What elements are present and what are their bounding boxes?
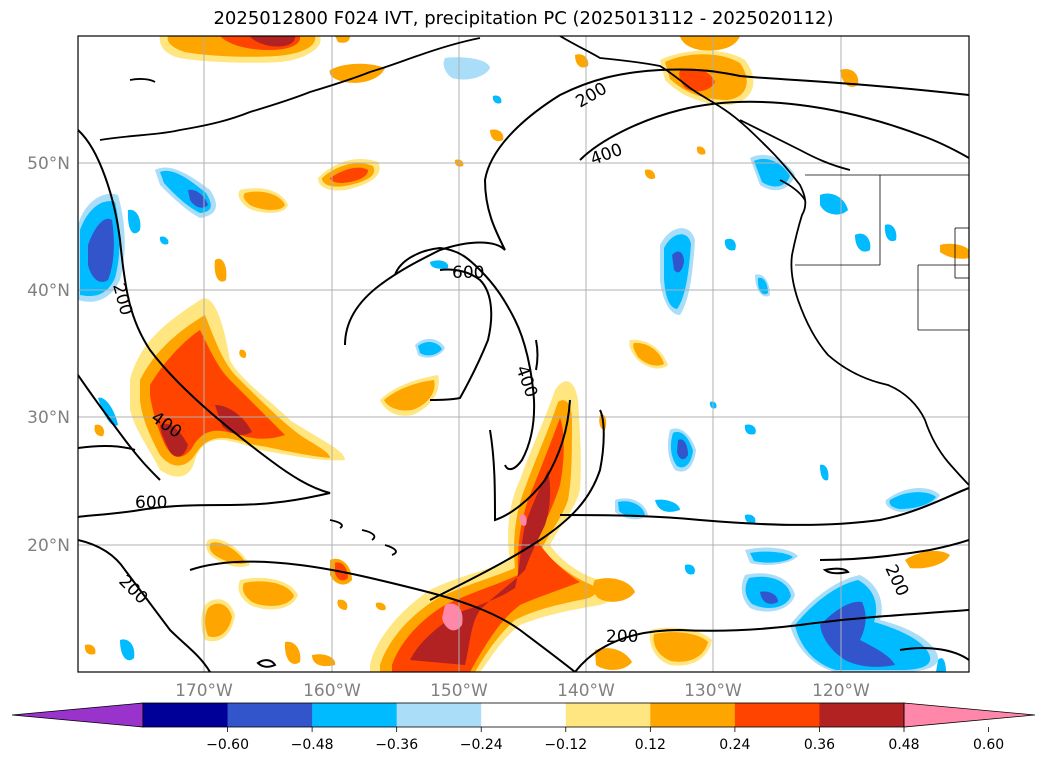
longitude-label: 120°W [812,681,870,701]
coastlines [99,36,969,556]
graticule [78,36,969,672]
colorbar-tick-label: −0.48 [291,737,334,753]
political-borders [795,174,969,331]
contour-label: 600 [452,263,484,283]
colorbar-segment [650,703,736,727]
longitude-label: 170°W [175,681,233,701]
longitude-label: 160°W [303,681,361,701]
latitude-label: 40°N [27,281,70,301]
map-frame [77,35,970,673]
map-title: 2025012800 F024 IVT, precipitation PC (2… [213,8,834,29]
colorbar-tick-label: −0.12 [544,737,587,753]
colorbar-tick-label: 0.36 [804,737,835,753]
latitude-label: 50°N [27,154,70,174]
colorbar-extend-min [11,702,144,728]
colorbar-segment [819,703,905,727]
colorbar-tick-label: −0.60 [206,737,249,753]
longitude-label: 150°W [430,681,488,701]
colorbar-segment [734,703,820,727]
colorbar-tick-label: −0.36 [375,737,418,753]
contour-label: 200 [606,627,638,647]
colorbar-segment [227,703,313,727]
colorbar-tick-label: 0.24 [719,737,750,753]
colorbar-segment [481,703,567,727]
latitude-label: 20°N [27,536,70,556]
colorbar-tick-label: 0.60 [973,737,1004,753]
colorbar-segment [396,703,482,727]
colorbar-tick-label: −0.24 [460,737,503,753]
latitude-label: 30°N [27,408,70,428]
longitude-label: 130°W [684,681,742,701]
longitude-label: 140°W [557,681,615,701]
colorbar: −0.60 −0.48 −0.36 −0.24 −0.12 0.12 0.24 0.36 0.4… [11,702,1036,753]
latitude-axis: 50°N 40°N 30°N 20°N [27,154,70,556]
colorbar-tick-label: 0.12 [635,737,666,753]
longitude-axis: 170°W 160°W 150°W 140°W 130°W 120°W [175,681,870,701]
ivt-contours [78,68,969,672]
colorbar-segment [143,703,229,727]
colorbar-extend-max [903,702,1036,728]
colorbar-segment [565,703,651,727]
colorbar-segment [312,703,398,727]
colorbar-tick-label: 0.48 [888,737,919,753]
colorbar-outline [142,702,905,728]
contour-label: 600 [135,493,167,513]
